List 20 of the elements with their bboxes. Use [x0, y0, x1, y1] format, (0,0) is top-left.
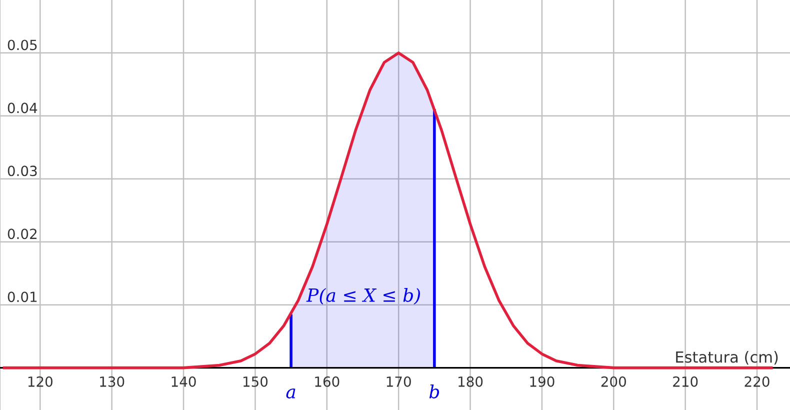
annotation: b	[429, 384, 440, 398]
y-tick-label: 0.05	[8, 40, 37, 50]
y-tick-label: 0.01	[8, 292, 37, 302]
y-tick-label: 0.04	[8, 102, 38, 114]
x-tick-label: 150	[243, 376, 268, 387]
x-axis-title: Estatura (cm)	[676, 350, 778, 365]
x-tick-label: 170	[386, 376, 411, 387]
x-tick-label: 180	[458, 376, 483, 387]
x-tick-label: 130	[100, 376, 124, 387]
y-tick-label: 0.02	[8, 228, 36, 240]
y-tick-label: 0.03	[8, 166, 37, 176]
x-tick-label: 120	[28, 376, 52, 387]
x-tick-label: 220	[744, 376, 770, 387]
annotation: a	[286, 388, 296, 398]
x-tick-label: 210	[673, 376, 698, 387]
x-tick-label: 190	[530, 376, 554, 387]
annotation: P(a ≤ X ≤ b)	[306, 288, 420, 305]
x-tick-label: 140	[172, 376, 196, 387]
x-tick-label: 160	[315, 376, 340, 387]
x-tick-label: 200	[601, 376, 626, 387]
